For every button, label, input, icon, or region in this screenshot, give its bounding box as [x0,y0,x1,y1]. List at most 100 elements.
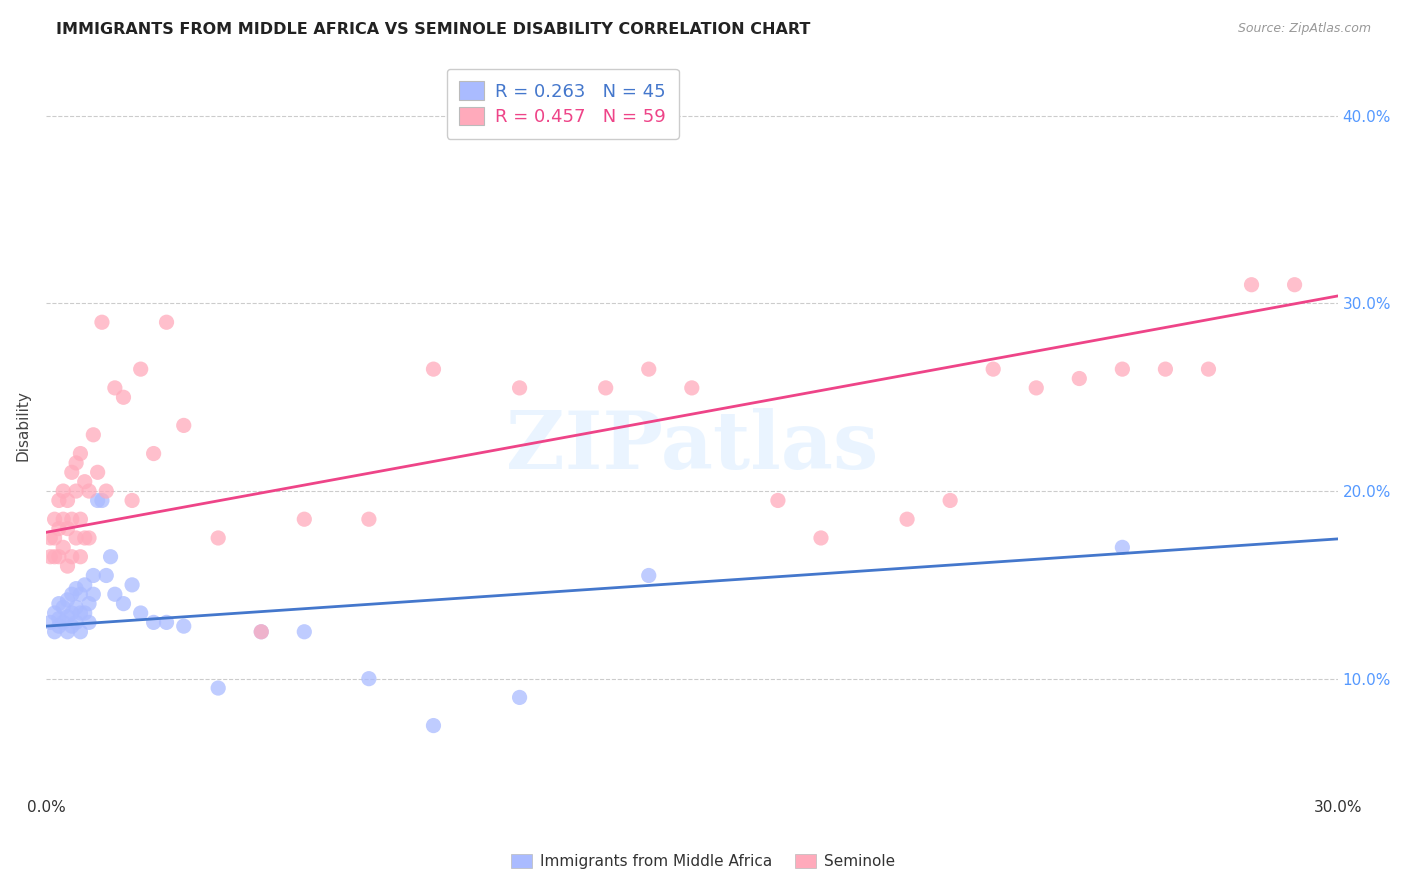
Text: ZIPatlas: ZIPatlas [506,409,877,486]
Point [65,531,87,545]
Point [1025,381,1047,395]
Point [250,624,273,639]
Point [65,582,87,596]
Point [91,315,114,329]
Point [981,362,1004,376]
Legend: R = 0.263   N = 45, R = 0.457   N = 59: R = 0.263 N = 45, R = 0.457 N = 59 [447,69,679,139]
Point [44,531,66,545]
Y-axis label: Disability: Disability [15,390,30,461]
Point [69,549,91,564]
Point [1240,277,1263,292]
Point [60,606,83,620]
Text: Source: ZipAtlas.com: Source: ZipAtlas.com [1237,22,1371,36]
Point [1069,371,1091,385]
Point [96,484,118,499]
Point [52,615,75,630]
Point [292,512,315,526]
Point [69,512,91,526]
Point [637,568,659,582]
Point [104,381,127,395]
Point [44,512,66,526]
Point [357,672,380,686]
Point [96,568,118,582]
Point [207,531,229,545]
Point [73,475,96,489]
Point [73,606,96,620]
Point [60,549,83,564]
Legend: Immigrants from Middle Africa, Seminole: Immigrants from Middle Africa, Seminole [505,848,901,875]
Point [69,446,91,460]
Point [77,484,100,499]
Point [104,587,127,601]
Point [48,597,70,611]
Point [82,587,104,601]
Point [121,493,143,508]
Point [60,619,83,633]
Point [48,493,70,508]
Point [48,612,70,626]
Point [112,597,135,611]
Point [52,541,75,555]
Point [56,559,79,574]
Point [48,522,70,536]
Point [60,587,83,601]
Point [91,493,114,508]
Point [56,493,79,508]
Point [44,606,66,620]
Point [77,615,100,630]
Point [56,593,79,607]
Point [39,615,62,630]
Point [155,315,177,329]
Point [52,512,75,526]
Point [69,606,91,620]
Point [86,493,108,508]
Point [56,609,79,624]
Point [422,362,444,376]
Point [121,578,143,592]
Point [44,624,66,639]
Point [65,600,87,615]
Point [595,381,617,395]
Point [73,531,96,545]
Point [357,512,380,526]
Point [250,624,273,639]
Point [56,624,79,639]
Point [129,606,152,620]
Point [56,522,79,536]
Point [86,465,108,479]
Point [173,418,195,433]
Point [1154,362,1177,376]
Point [1111,541,1133,555]
Point [1111,362,1133,376]
Point [1198,362,1220,376]
Point [637,362,659,376]
Point [509,690,531,705]
Point [82,568,104,582]
Point [681,381,703,395]
Point [155,615,177,630]
Point [100,549,122,564]
Point [112,390,135,404]
Point [65,484,87,499]
Point [65,456,87,470]
Point [129,362,152,376]
Point [939,493,962,508]
Point [77,597,100,611]
Point [77,531,100,545]
Point [896,512,918,526]
Point [173,619,195,633]
Point [39,549,62,564]
Point [82,427,104,442]
Point [60,465,83,479]
Point [73,578,96,592]
Point [1284,277,1306,292]
Point [52,600,75,615]
Point [207,681,229,695]
Point [69,587,91,601]
Point [292,624,315,639]
Point [766,493,789,508]
Point [60,512,83,526]
Point [44,549,66,564]
Point [810,531,832,545]
Point [69,624,91,639]
